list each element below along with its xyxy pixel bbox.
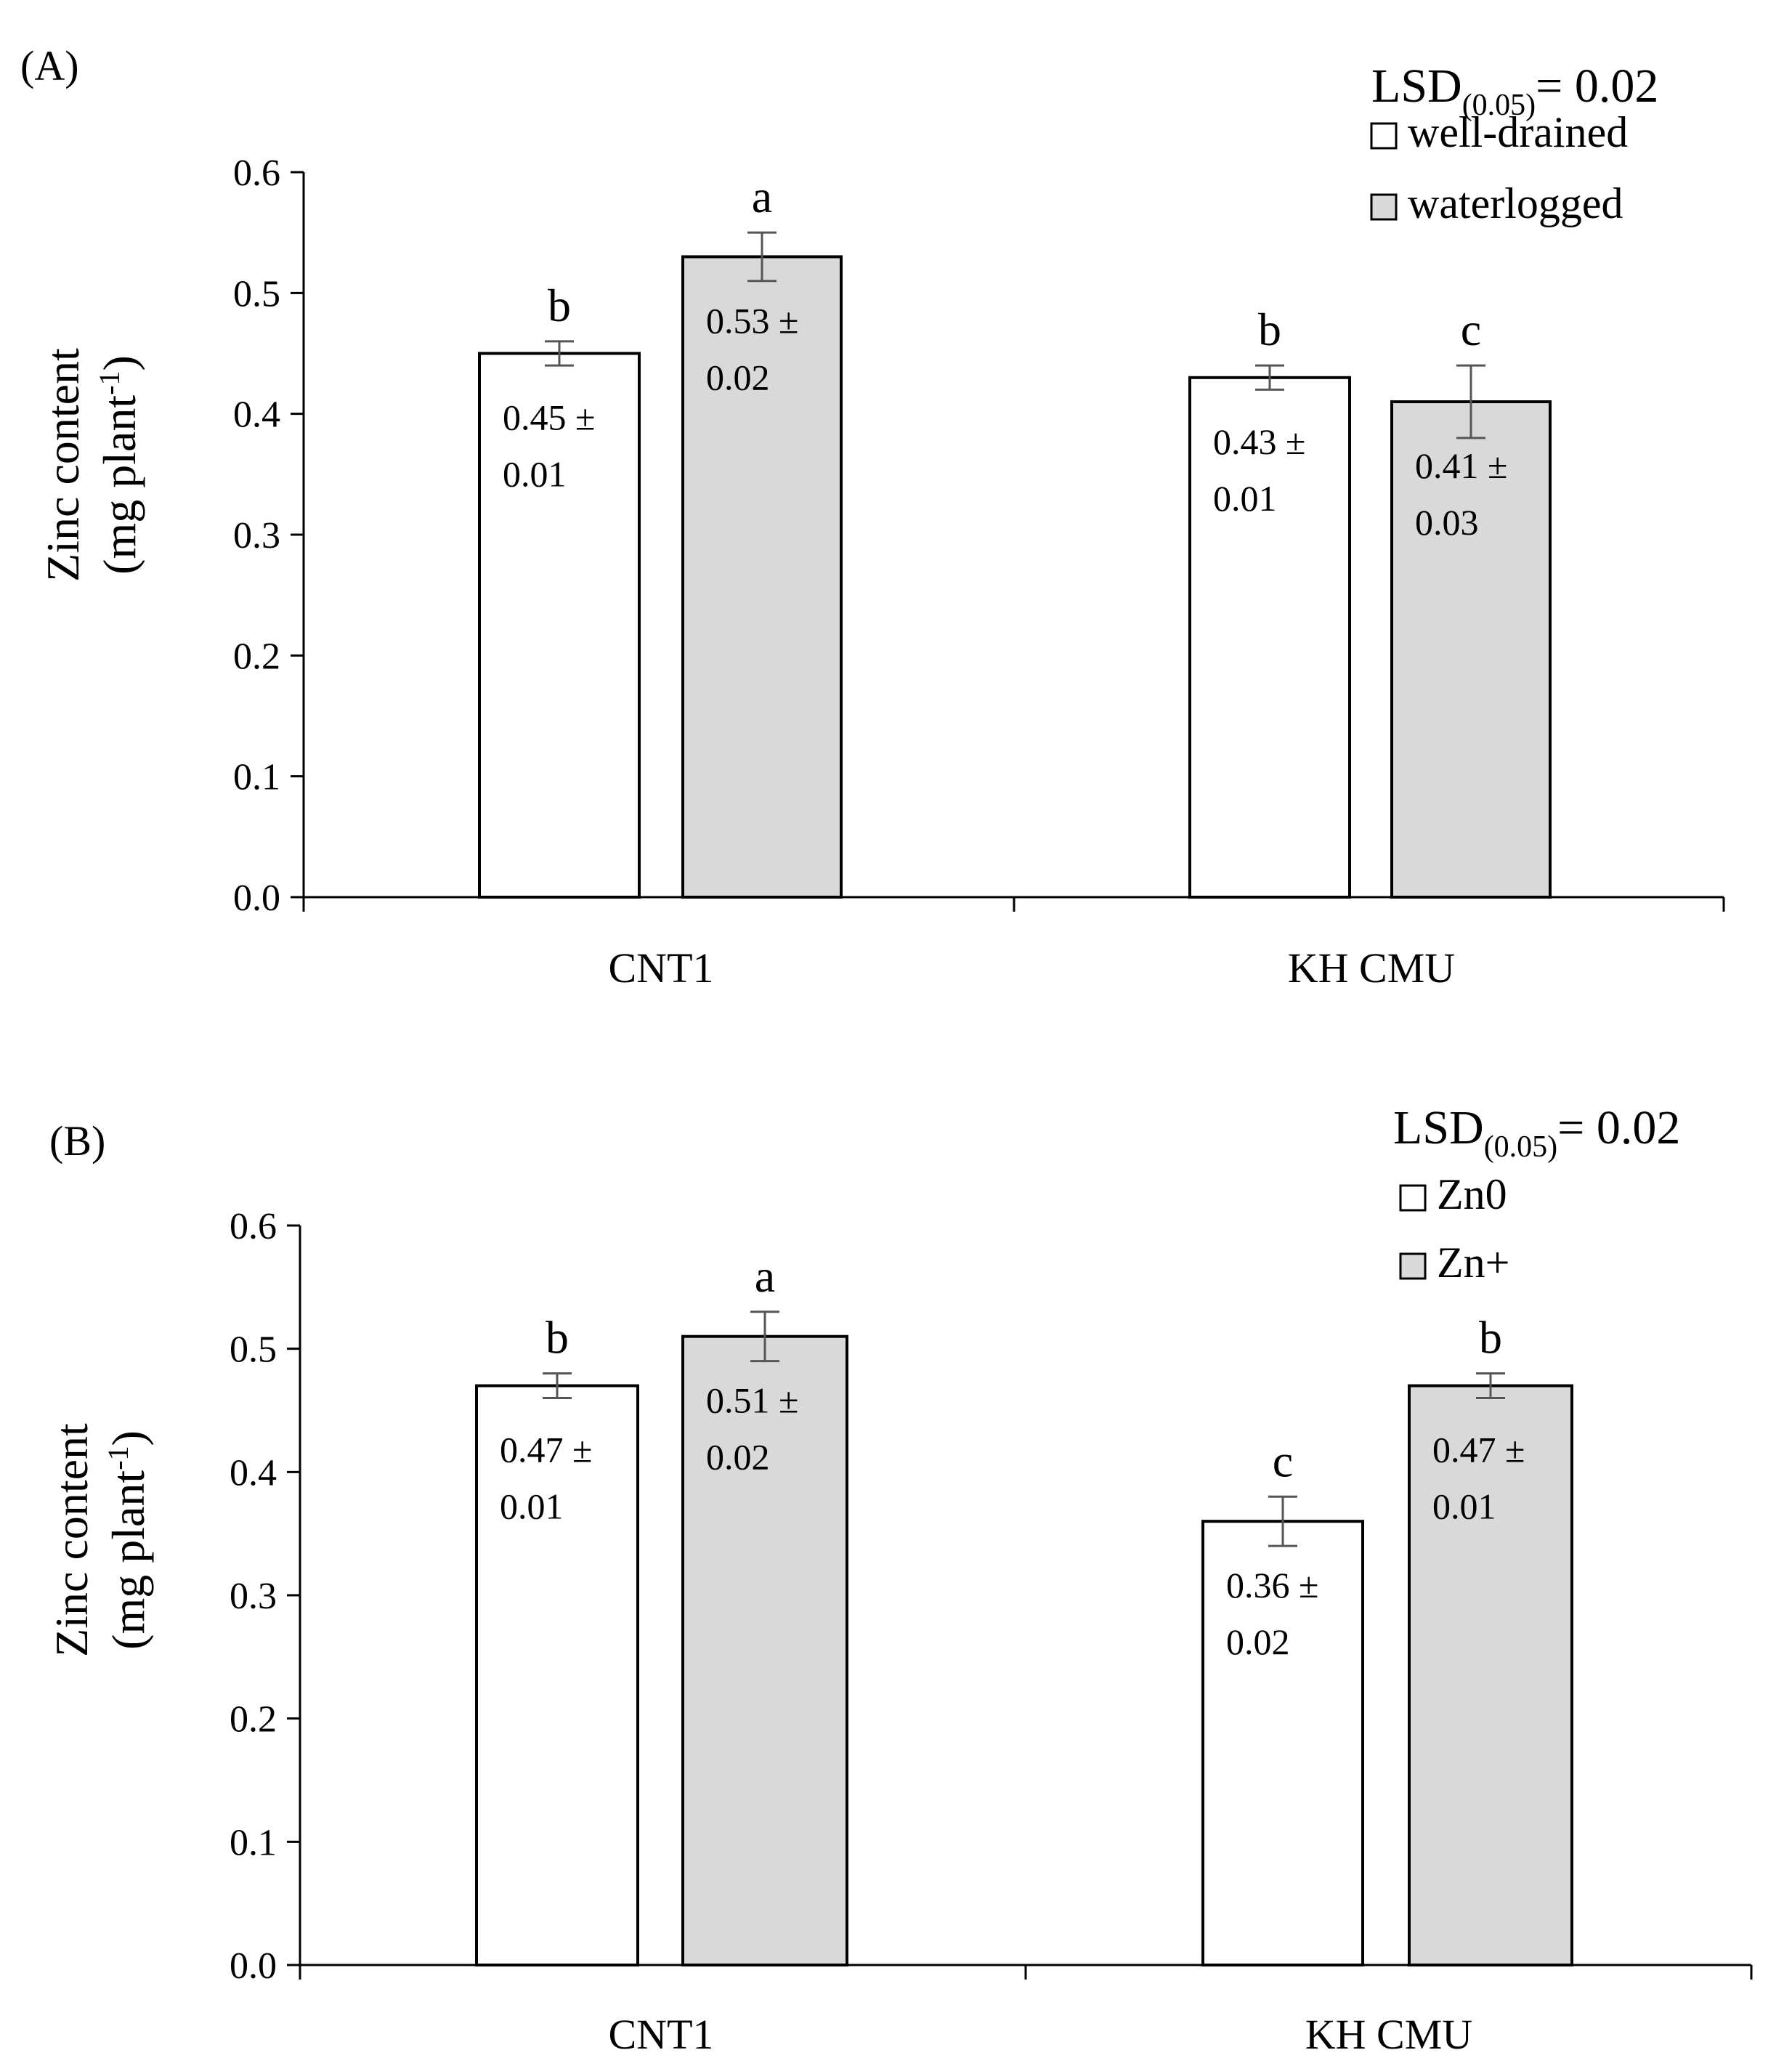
y-axis-label-close: ) bbox=[102, 1430, 154, 1446]
legend-entry: well-drained bbox=[1408, 108, 1628, 156]
value-label: 0.47 ± bbox=[500, 1430, 592, 1470]
bar-welldrained-khcmu bbox=[1188, 376, 1351, 899]
value-label: 0.02 bbox=[1226, 1621, 1290, 1662]
lsd-prefix: LSD bbox=[1393, 1101, 1484, 1154]
lsd-sub: (0.05) bbox=[1462, 89, 1536, 122]
lsd-annotation: LSD(0.05)= 0.02 bbox=[1371, 60, 1658, 122]
legend-swatch bbox=[1370, 122, 1398, 150]
significance-letter: b bbox=[1258, 304, 1281, 355]
y-tick-label: 0.1 bbox=[233, 757, 280, 798]
value-label: 0.51 ± bbox=[706, 1380, 798, 1421]
lsd-annotation: LSD(0.05)= 0.02 bbox=[1393, 1101, 1680, 1164]
value-label: 0.02 bbox=[706, 1437, 770, 1478]
y-tick-label: 0.6 bbox=[230, 1206, 277, 1247]
category-label: CNT1 bbox=[609, 944, 714, 992]
value-label: 0.01 bbox=[503, 454, 567, 495]
y-tick-label: 0.0 bbox=[230, 1945, 277, 1987]
panel-label: (B) bbox=[49, 1117, 105, 1164]
category-label: KH CMU bbox=[1288, 944, 1455, 992]
bar-zn-cnt1 bbox=[681, 1334, 848, 1966]
value-label: 0.53 ± bbox=[706, 300, 798, 341]
y-tick-label: 0.1 bbox=[230, 1822, 277, 1863]
significance-letter: a bbox=[755, 1250, 775, 1302]
y-tick-label: 0.0 bbox=[233, 878, 280, 919]
y-axis-label-line1: Zinc content bbox=[37, 348, 89, 582]
legend-entry: Zn+ bbox=[1437, 1239, 1510, 1287]
value-label: 0.03 bbox=[1415, 502, 1479, 543]
y-axis-label-sup: -1 bbox=[93, 370, 126, 394]
y-tick-label: 0.3 bbox=[230, 1576, 277, 1617]
significance-letter: c bbox=[1461, 304, 1481, 355]
panel-label: (A) bbox=[20, 42, 79, 89]
lsd-prefix: LSD bbox=[1371, 60, 1462, 113]
legend-swatch bbox=[1399, 1184, 1427, 1212]
y-tick-label: 0.5 bbox=[233, 273, 280, 315]
value-label: 0.43 ± bbox=[1213, 421, 1305, 462]
lsd-suffix: = 0.02 bbox=[1536, 60, 1658, 113]
y-axis-label-line1: Zinc content bbox=[46, 1423, 97, 1657]
significance-letter: c bbox=[1273, 1435, 1293, 1486]
y-axis-label: Zinc content (mg plant-1) bbox=[46, 1423, 154, 1657]
y-axis-label: Zinc content (mg plant-1) bbox=[37, 348, 145, 582]
y-axis-label-close: ) bbox=[94, 355, 145, 370]
y-tick-label: 0.3 bbox=[233, 515, 280, 556]
legend-swatch bbox=[1399, 1252, 1427, 1280]
y-axis-label-sup: -1 bbox=[102, 1446, 134, 1470]
y-axis-label-line2: (mg plant bbox=[94, 395, 145, 575]
y-tick-label: 0.2 bbox=[233, 636, 280, 677]
lsd-sub: (0.05) bbox=[1484, 1130, 1557, 1164]
category-label: CNT1 bbox=[609, 2011, 714, 2058]
y-axis-label-line2: (mg plant bbox=[102, 1470, 154, 1650]
bar-zn-khcmu bbox=[1408, 1384, 1573, 1966]
legend-entry: Zn0 bbox=[1437, 1170, 1507, 1218]
value-label: 0.36 ± bbox=[1226, 1565, 1318, 1605]
value-label: 0.41 ± bbox=[1415, 445, 1507, 486]
bar-zn0-khcmu bbox=[1201, 1520, 1364, 1966]
legend-swatch bbox=[1370, 193, 1398, 221]
significance-letter: b bbox=[546, 1312, 569, 1364]
lsd-suffix: = 0.02 bbox=[1557, 1101, 1680, 1154]
y-tick-label: 0.5 bbox=[230, 1329, 277, 1371]
value-label: 0.01 bbox=[1432, 1486, 1496, 1527]
legend-entry: waterlogged bbox=[1408, 179, 1623, 227]
bar-zn0-cnt1 bbox=[475, 1384, 639, 1966]
bar-welldrained-cnt1 bbox=[478, 352, 641, 899]
value-label: 0.01 bbox=[500, 1486, 564, 1527]
chart-panel-a: (A) 0.0 0.1 0.2 0.3 0.4 0.5 0.6 CNT1 KH CMU Zinc c… bbox=[20, 42, 1725, 992]
y-tick-label: 0.6 bbox=[233, 153, 280, 194]
y-tick-label: 0.4 bbox=[230, 1452, 277, 1494]
value-label: 0.02 bbox=[706, 357, 770, 397]
value-label: 0.01 bbox=[1213, 478, 1277, 519]
y-tick-label: 0.4 bbox=[233, 394, 280, 436]
y-tick-label: 0.2 bbox=[230, 1699, 277, 1741]
significance-letter: a bbox=[752, 171, 772, 222]
chart-panel-b: (B) 0.0 0.1 0.2 0.3 0.4 0.5 0.6 CNT1 KH CMU Zinc c… bbox=[46, 1101, 1753, 2058]
category-label: KH CMU bbox=[1305, 2011, 1472, 2058]
value-label: 0.47 ± bbox=[1432, 1430, 1525, 1470]
significance-letter: b bbox=[548, 280, 571, 331]
significance-letter: b bbox=[1479, 1312, 1502, 1364]
value-label: 0.45 ± bbox=[503, 397, 595, 438]
bar-waterlogged-cnt1 bbox=[681, 255, 843, 899]
